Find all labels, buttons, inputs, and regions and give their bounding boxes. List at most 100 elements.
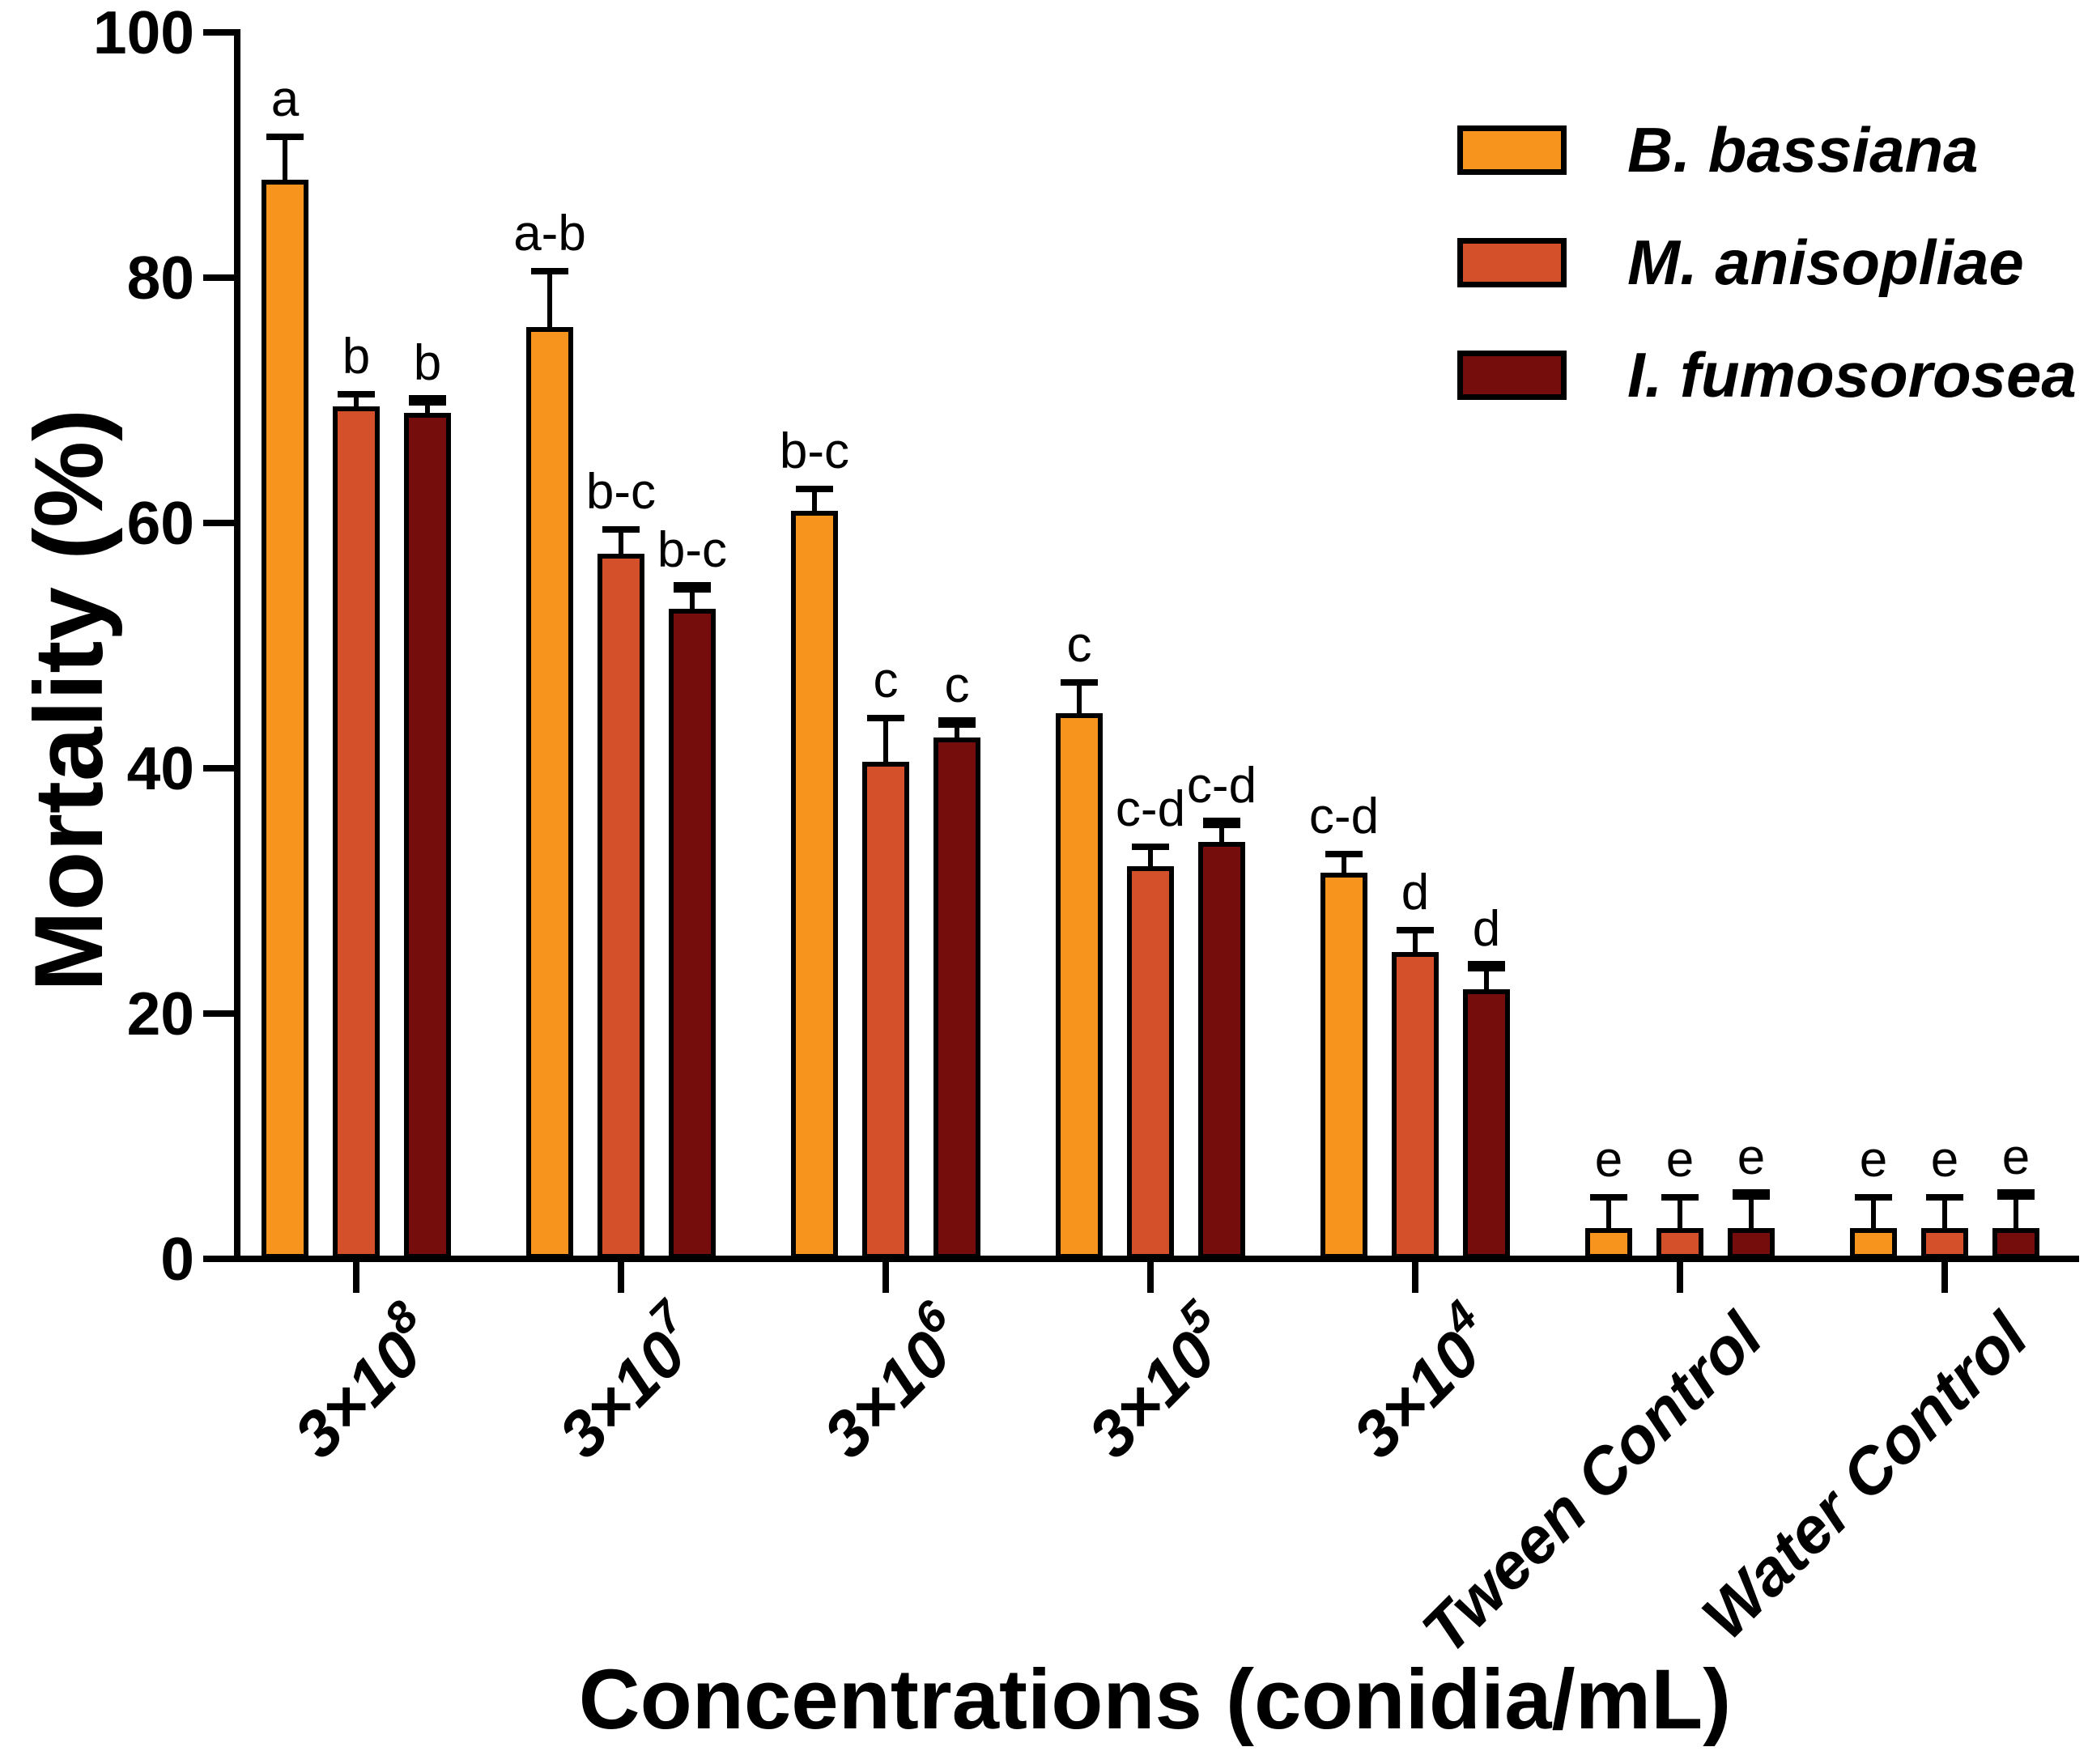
error-bar-stem xyxy=(619,529,623,559)
error-bar-cap xyxy=(338,390,375,397)
bar xyxy=(791,510,838,1259)
significance-letter: a-b xyxy=(513,206,586,262)
error-bar-cap xyxy=(1061,678,1098,686)
bar xyxy=(404,412,451,1259)
error-bar-stem xyxy=(1148,846,1153,872)
x-tick xyxy=(1412,1262,1418,1293)
error-bar-cap xyxy=(1203,818,1240,829)
significance-letter: b xyxy=(413,334,442,391)
bar xyxy=(1463,988,1510,1259)
error-bar-cap xyxy=(938,716,976,728)
significance-letter: e xyxy=(1665,1132,1695,1188)
y-tick xyxy=(203,1010,234,1017)
bar xyxy=(526,326,573,1259)
bar xyxy=(862,762,909,1259)
bar xyxy=(1921,1228,1968,1259)
x-tick-label: 3×104 xyxy=(1339,1290,1512,1473)
error-bar-cap xyxy=(266,133,304,140)
error-bar-stem xyxy=(812,488,817,516)
significance-letter: e xyxy=(1859,1132,1888,1188)
y-tick-label: 60 xyxy=(126,489,194,557)
significance-letter: d xyxy=(1401,864,1430,920)
error-bar-cap xyxy=(409,394,446,406)
error-bar-stem xyxy=(1871,1197,1876,1234)
bar xyxy=(1127,866,1174,1259)
bar xyxy=(1585,1228,1632,1259)
legend-label: M. anisopliae xyxy=(1627,227,2024,298)
bar xyxy=(1728,1228,1775,1259)
error-bar-cap xyxy=(1132,843,1169,850)
significance-letter: e xyxy=(1594,1132,1623,1188)
significance-letter: c xyxy=(873,652,899,708)
error-bar-cap xyxy=(1855,1194,1892,1201)
error-bar-stem xyxy=(2014,1195,2018,1234)
x-tick-label: 3×105 xyxy=(1074,1290,1248,1473)
x-axis-line xyxy=(234,1256,2079,1262)
significance-letter: c xyxy=(1066,616,1092,673)
significance-letter: b-c xyxy=(657,522,728,579)
error-bar-cap xyxy=(1926,1194,1963,1201)
x-axis-title: Concentrations (conidia/mL) xyxy=(578,1652,1732,1747)
legend-swatch xyxy=(1457,238,1567,287)
y-tick xyxy=(203,274,234,281)
error-bar-stem xyxy=(955,722,959,743)
significance-letter: b-c xyxy=(585,463,657,520)
bar xyxy=(1850,1228,1897,1259)
error-bar-cap xyxy=(1397,926,1434,933)
error-bar-stem xyxy=(425,400,430,418)
bar xyxy=(1198,841,1245,1259)
significance-letter: e xyxy=(1737,1129,1766,1186)
error-bar-stem xyxy=(690,588,695,614)
error-bar-stem xyxy=(283,136,287,185)
error-bar-stem xyxy=(547,271,552,332)
bar xyxy=(1392,952,1439,1259)
error-bar-cap xyxy=(602,525,640,533)
y-tick xyxy=(203,765,234,771)
bar xyxy=(933,737,980,1259)
y-tick xyxy=(203,29,234,36)
error-bar-stem xyxy=(1413,929,1418,958)
legend-swatch xyxy=(1457,125,1567,175)
x-tick xyxy=(618,1262,624,1293)
error-bar-stem xyxy=(883,717,888,767)
bar xyxy=(333,406,380,1259)
bar xyxy=(1320,872,1367,1259)
error-bar-stem xyxy=(1942,1197,1947,1234)
error-bar-stem xyxy=(1484,967,1489,994)
error-bar-stem xyxy=(1606,1197,1611,1234)
x-tick xyxy=(1677,1262,1683,1293)
x-tick xyxy=(882,1262,889,1293)
significance-letter: c-d xyxy=(1308,788,1380,845)
bar xyxy=(1056,712,1103,1259)
error-bar-cap xyxy=(1590,1194,1627,1201)
error-bar-cap xyxy=(1733,1189,1770,1201)
legend-label: I. fumosorosea xyxy=(1627,339,2077,410)
error-bar-stem xyxy=(1342,854,1346,878)
error-bar-stem xyxy=(354,393,359,412)
y-tick-label: 20 xyxy=(126,980,194,1048)
legend-swatch xyxy=(1457,351,1567,400)
error-bar-cap xyxy=(867,714,904,721)
error-bar-cap xyxy=(1997,1189,2035,1201)
x-tick-label: 3×106 xyxy=(810,1290,983,1473)
bar xyxy=(597,553,644,1259)
bar xyxy=(669,609,716,1259)
y-tick-label: 80 xyxy=(126,244,194,312)
error-bar-stem xyxy=(1678,1197,1682,1234)
bar xyxy=(1656,1228,1703,1259)
y-tick-label: 0 xyxy=(160,1225,194,1293)
significance-letter: c xyxy=(944,657,970,713)
y-axis-line xyxy=(234,29,240,1262)
significance-letter: e xyxy=(1930,1132,1959,1188)
error-bar-stem xyxy=(1077,682,1082,718)
y-tick-label: 100 xyxy=(92,0,194,66)
error-bar-cap xyxy=(796,485,833,492)
significance-letter: a xyxy=(270,70,300,127)
x-tick-label: 3×108 xyxy=(280,1290,453,1473)
error-bar-stem xyxy=(1219,823,1224,847)
error-bar-stem xyxy=(1749,1195,1754,1234)
y-tick xyxy=(203,1256,234,1262)
legend-label: B. bassiana xyxy=(1627,114,1979,185)
error-bar-cap xyxy=(674,582,711,593)
